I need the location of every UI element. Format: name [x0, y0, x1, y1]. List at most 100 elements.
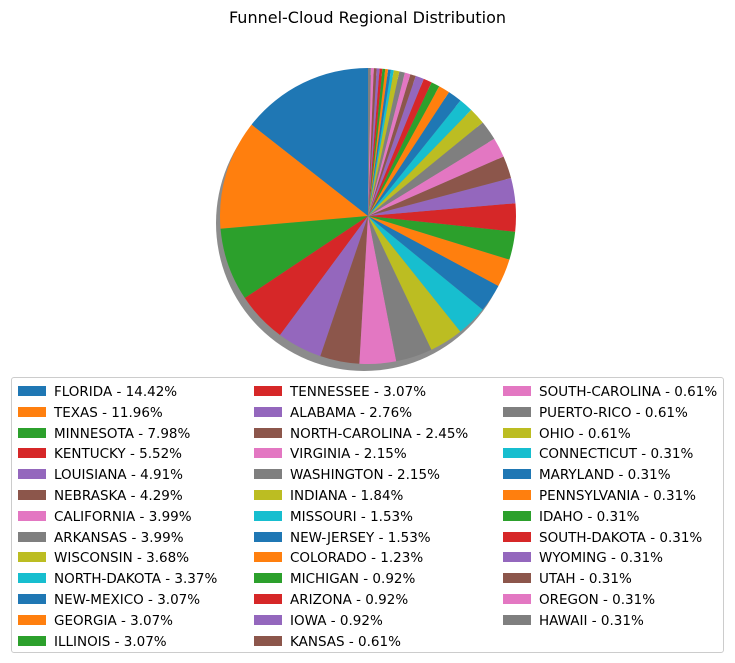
legend-swatch [503, 510, 531, 521]
pie-slice-28 [368, 71, 405, 216]
legend-label: LOUISIANA - 4.91% [54, 467, 183, 484]
pie-slice-17 [368, 138, 504, 216]
legend-swatch [503, 406, 531, 417]
pie-slice-13 [368, 216, 516, 260]
legend-label: PUERTO-RICO - 0.61% [539, 404, 688, 421]
pie-slice-20 [368, 100, 472, 216]
pie-chart [216, 68, 516, 371]
legend-swatch [254, 386, 282, 396]
legend-swatch [254, 573, 282, 584]
legend-swatch [254, 593, 282, 604]
legend-label: KENTUCKY - 5.52% [54, 446, 182, 463]
pie-slice-1 [251, 68, 368, 216]
legend-label: ILLINOIS - 3.07% [54, 633, 167, 650]
legend-label: TENNESSEE - 3.07% [290, 384, 427, 400]
pie-slice-7 [359, 216, 397, 365]
legend-label: MARYLAND - 0.31% [539, 467, 671, 484]
pie-slice-26 [368, 74, 416, 217]
pie-slice-16 [368, 156, 512, 216]
legend-label: SOUTH-DAKOTA - 0.31% [539, 529, 703, 546]
legend-swatch [503, 552, 531, 563]
legend-swatch [503, 489, 531, 500]
pie-slice-9 [368, 216, 461, 350]
legend-swatch [254, 510, 282, 521]
legend-label: PENNSYLVANIA - 0.31% [539, 487, 696, 504]
legend-swatch [18, 386, 46, 396]
legend-swatch [254, 469, 282, 480]
pie-slice-6 [320, 216, 368, 364]
legend-label: NORTH-DAKOTA - 3.37% [54, 571, 218, 588]
pie-slice-27 [368, 72, 411, 217]
pie-slices [220, 68, 516, 365]
legend-label: IOWA - 0.92% [290, 612, 383, 629]
pie-slice-5 [280, 216, 368, 357]
legend-swatch [18, 448, 46, 459]
legend-label: UTAH - 0.31% [539, 571, 632, 588]
legend-label: KANSAS - 0.61% [290, 633, 401, 650]
legend-swatch [503, 386, 531, 396]
legend-label: CALIFORNIA - 3.99% [54, 508, 192, 525]
legend-swatch [18, 427, 46, 438]
pie-slice-11 [368, 216, 499, 310]
pie-slice-14 [368, 203, 516, 232]
legend-swatch [254, 406, 282, 417]
legend-label: SOUTH-CAROLINA - 0.61% [539, 384, 718, 400]
legend-label: ARKANSAS - 3.99% [54, 529, 184, 546]
legend-swatch [503, 614, 531, 625]
pie-slice-19 [368, 109, 483, 216]
legend-swatch [254, 531, 282, 542]
legend-label: NEW-MEXICO - 3.07% [54, 591, 201, 608]
legend-label: WISCONSIN - 3.68% [54, 550, 190, 567]
legend-label: MISSOURI - 1.53% [290, 508, 413, 525]
legend-swatch [503, 573, 531, 584]
legend-label: HAWAII - 0.31% [539, 612, 644, 629]
pie-slice-33 [368, 68, 386, 217]
legend-label: WYOMING - 0.31% [539, 550, 664, 567]
legend-label: OREGON - 0.31% [539, 591, 656, 608]
legend-label: NEW-JERSEY - 1.53% [290, 529, 431, 546]
legend-label: TEXAS - 11.96% [54, 404, 163, 421]
legend-swatch [503, 448, 531, 459]
chart-title: Funnel-Cloud Regional Distribution [228, 8, 507, 27]
legend-swatch [18, 489, 46, 500]
legend-swatch [18, 531, 46, 542]
pie-slice-21 [368, 92, 461, 216]
legend-label: WASHINGTON - 2.15% [290, 467, 440, 484]
legend-swatch [254, 635, 282, 646]
legend-swatch [18, 510, 46, 521]
pie-slice-34 [368, 68, 383, 216]
pie-slice-23 [368, 82, 440, 216]
legend-swatch [18, 573, 46, 584]
pie-slice-35 [368, 68, 380, 216]
legend-label: MICHIGAN - 0.92% [290, 571, 416, 588]
pie-slice-24 [368, 78, 432, 217]
legend-swatch [18, 593, 46, 604]
pie-slice-37 [368, 68, 374, 216]
legend-label: NEBRASKA - 4.29% [54, 487, 183, 504]
pie-slice-18 [368, 122, 495, 216]
legend-swatch [503, 469, 531, 480]
legend-swatch [254, 614, 282, 625]
legend-label: FLORIDA - 14.42% [54, 384, 178, 400]
legend-swatch [18, 406, 46, 417]
legend: FLORIDA - 14.42% TEXAS - 11.96% MINNESOTA … [11, 377, 724, 653]
legend-label: GEORGIA - 3.07% [54, 612, 174, 629]
legend-label: ALABAMA - 2.76% [290, 404, 413, 421]
pie-slice-32 [368, 69, 389, 216]
pie-slice-22 [368, 86, 450, 216]
legend-label: VIRGINIA - 2.15% [290, 446, 407, 463]
pie-slice-2 [220, 124, 368, 229]
pie-slice-25 [368, 75, 424, 216]
legend-label: COLORADO - 1.23% [290, 550, 424, 567]
legend-swatch [18, 635, 46, 646]
legend-label: IDAHO - 0.31% [539, 508, 640, 525]
legend-swatch [18, 552, 46, 563]
pie-slice-36 [368, 68, 377, 216]
pie-slice-8 [368, 216, 432, 362]
legend-label: OHIO - 0.61% [539, 425, 631, 442]
legend-swatch [18, 614, 46, 625]
legend-swatch [503, 427, 531, 438]
pie-slice-31 [368, 69, 391, 216]
legend-label: CONNECTICUT - 0.31% [539, 446, 694, 463]
legend-label: NORTH-CAROLINA - 2.45% [290, 425, 469, 442]
